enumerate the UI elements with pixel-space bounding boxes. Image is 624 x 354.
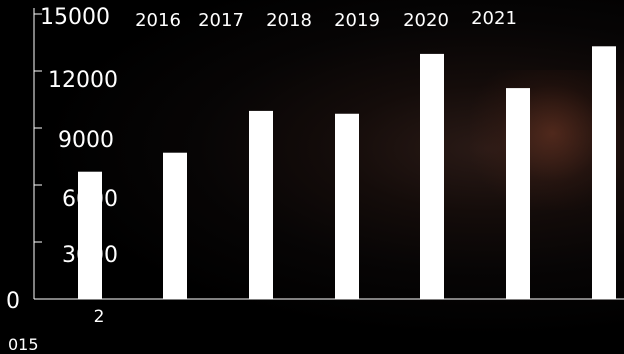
top-year-label-2019: 2019 — [334, 10, 380, 31]
y-tick-label-6000: 6000 — [62, 187, 118, 212]
y-tick-label-9000: 9000 — [58, 128, 114, 153]
top-year-labels: 2016 2017 2018 2019 2020 2021 — [135, 8, 517, 31]
bar-2016 — [163, 152, 187, 299]
bottom-label-015: 015 — [8, 335, 39, 354]
bar-2017 — [249, 110, 273, 300]
top-year-label-2017: 2017 — [198, 10, 244, 31]
y-tick-label-3000: 3000 — [62, 243, 118, 268]
bar-2021 — [592, 46, 616, 299]
top-year-label-2020: 2020 — [403, 10, 449, 31]
top-year-label-2021: 2021 — [471, 8, 517, 29]
y-tick-labels: 0 3000 6000 9000 12000 15000 — [6, 5, 118, 314]
bars-group — [78, 46, 616, 300]
bottom-label-2: 2 — [94, 307, 105, 327]
bar-2019 — [420, 53, 444, 300]
top-year-label-2016: 2016 — [135, 10, 181, 31]
bar-2015 — [78, 171, 102, 299]
y-tick-label-12000: 12000 — [48, 68, 118, 93]
top-year-label-2018: 2018 — [266, 10, 312, 31]
y-axis — [33, 8, 624, 300]
y-tick-label-0: 0 — [6, 289, 20, 314]
y-tick-label-15000: 15000 — [40, 5, 110, 30]
bar-2020 — [506, 88, 530, 299]
bar-2018 — [335, 113, 359, 299]
